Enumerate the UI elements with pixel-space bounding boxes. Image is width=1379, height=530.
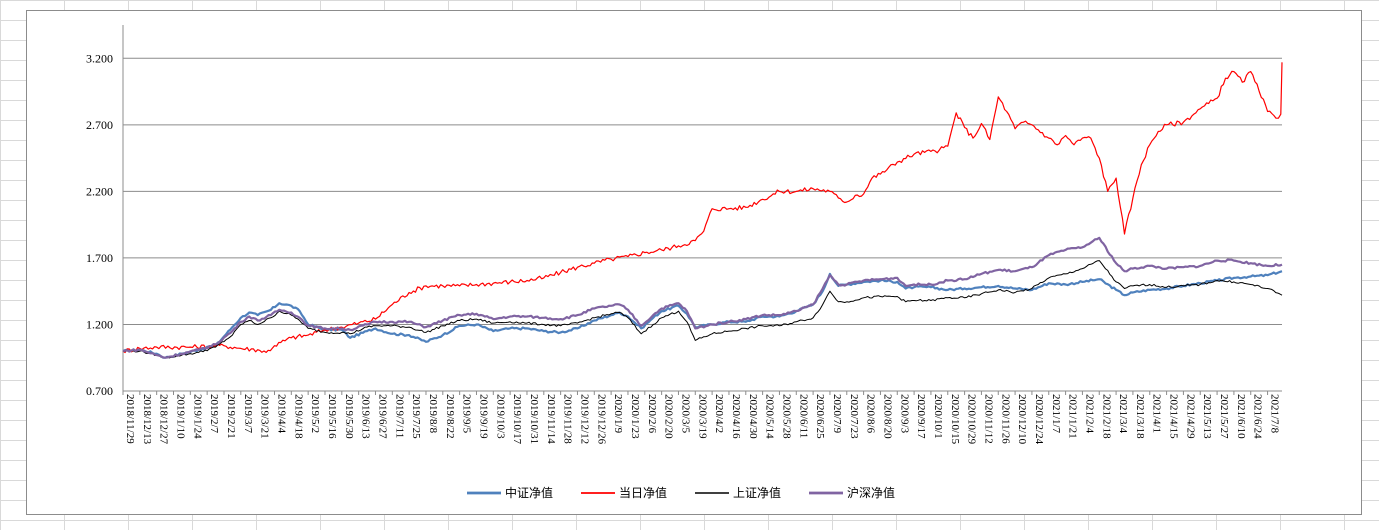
x-tick-label: 2020/11/26 (999, 394, 1011, 444)
x-tick-label: 2021/5/13 (1201, 394, 1213, 439)
x-tick-label: 2019/1/24 (191, 394, 203, 439)
x-tick-label: 2019/1/10 (174, 394, 186, 439)
x-tick-label: 2021/2/18 (1100, 394, 1112, 439)
x-tick-label: 2019/2/7 (208, 394, 220, 434)
x-tick-label: 2019/6/27 (376, 394, 388, 439)
x-tick-label: 2019/5/30 (343, 394, 355, 439)
x-tick-label: 2019/4/4 (275, 394, 287, 434)
x-tick-label: 2021/3/4 (1117, 394, 1129, 434)
x-tick-label: 2020/12/10 (1016, 394, 1028, 445)
x-tick-label: 2021/3/18 (1134, 394, 1146, 439)
x-tick-label: 2020/4/16 (730, 394, 742, 439)
x-tick-label: 2019/2/21 (225, 394, 237, 439)
y-tick-label: 2.700 (86, 118, 113, 132)
x-tick-label: 2020/4/30 (747, 394, 759, 439)
y-tick-label: 2.200 (86, 184, 113, 198)
y-tick-label: 1.700 (86, 251, 113, 265)
x-tick-label: 2020/1/23 (629, 394, 641, 439)
x-tick-label: 2019/5/2 (309, 394, 321, 433)
x-tick-label: 2020/6/25 (814, 394, 826, 439)
x-tick-label: 2020/4/2 (713, 394, 725, 433)
x-tick-label: 2020/2/20 (663, 394, 675, 439)
y-tick-label: 3.200 (86, 51, 113, 65)
x-tick-label: 2021/6/24 (1252, 394, 1264, 439)
x-tick-label: 2021/1/21 (1067, 394, 1079, 439)
x-tick-label: 2019/3/21 (259, 394, 271, 439)
legend-label: 当日净值 (619, 485, 667, 500)
x-tick-label: 2019/10/17 (511, 394, 523, 445)
x-tick-label: 2021/1/7 (1050, 394, 1062, 434)
x-tick-label: 2019/9/5 (461, 394, 473, 434)
x-tick-label: 2019/10/3 (494, 394, 506, 439)
x-tick-label: 2019/11/14 (545, 394, 557, 444)
x-tick-label: 2020/8/6 (865, 394, 877, 434)
x-tick-label: 2018/12/27 (158, 394, 170, 445)
x-tick-label: 2019/5/16 (326, 394, 338, 439)
x-tick-label: 2020/3/19 (696, 394, 708, 439)
x-tick-label: 2019/11/28 (562, 394, 574, 444)
x-tick-label: 2018/12/13 (141, 394, 153, 445)
x-tick-label: 2019/8/22 (444, 394, 456, 439)
x-tick-label: 2020/11/12 (982, 394, 994, 444)
x-tick-label: 2019/7/25 (410, 394, 422, 439)
x-tick-label: 2020/6/11 (797, 394, 809, 438)
x-tick-label: 2020/5/14 (764, 394, 776, 439)
x-tick-label: 2021/4/15 (1168, 394, 1180, 439)
x-tick-label: 2020/9/17 (915, 394, 927, 439)
x-tick-label: 2020/10/29 (966, 394, 978, 445)
x-tick-label: 2021/6/10 (1235, 394, 1247, 439)
x-tick-label: 2019/3/7 (242, 394, 254, 434)
series-line (122, 270, 1283, 359)
legend-label: 沪深净值 (847, 485, 895, 500)
x-tick-label: 2019/12/26 (595, 394, 607, 445)
legend-label: 中证净值 (505, 485, 553, 500)
series-line (122, 260, 1283, 359)
line-chart: 0.700 1.200 1.700 2.200 2.700 3.200 2018/11/29… (86, 25, 1283, 500)
x-tick-label: 2019/10/31 (528, 394, 540, 444)
legend-label: 上证净值 (733, 485, 781, 500)
series-line (122, 236, 1283, 359)
x-tick-label: 2019/12/12 (578, 394, 590, 444)
x-tick-label: 2021/7/8 (1269, 394, 1281, 434)
x-tick-label: 2020/2/6 (646, 394, 658, 434)
x-tick-label: 2018/11/29 (124, 394, 136, 444)
x-tick-label: 2020/8/20 (881, 394, 893, 439)
x-tick-label: 2019/9/19 (477, 394, 489, 439)
x-tick-label: 2021/2/4 (1083, 394, 1095, 434)
x-tick-label: 2020/1/9 (612, 394, 624, 434)
x-tick-label: 2019/6/13 (360, 394, 372, 439)
x-tick-label: 2020/7/9 (831, 394, 843, 434)
x-tick-label: 2021/4/1 (1151, 394, 1163, 433)
x-tick-label: 2020/10/15 (949, 394, 961, 445)
x-tick-label: 2019/4/18 (292, 394, 304, 439)
y-tick-label: 0.700 (86, 384, 113, 398)
y-tick-label: 1.200 (86, 317, 113, 331)
x-tick-label: 2020/5/28 (780, 394, 792, 439)
x-tick-label: 2021/4/29 (1184, 394, 1196, 439)
x-tick-label: 2020/12/24 (1033, 394, 1045, 445)
x-tick-label: 2020/10/1 (932, 394, 944, 439)
x-tick-label: 2020/3/5 (679, 394, 691, 434)
chart-area: 0.700 1.200 1.700 2.200 2.700 3.200 2018/11/29… (26, 10, 1362, 515)
x-tick-label: 2019/8/8 (427, 394, 439, 434)
x-tick-label: 2021/5/27 (1218, 394, 1230, 439)
x-tick-label: 2020/7/23 (848, 394, 860, 439)
x-tick-label: 2020/9/3 (898, 394, 910, 434)
x-tick-label: 2019/7/11 (393, 394, 405, 438)
